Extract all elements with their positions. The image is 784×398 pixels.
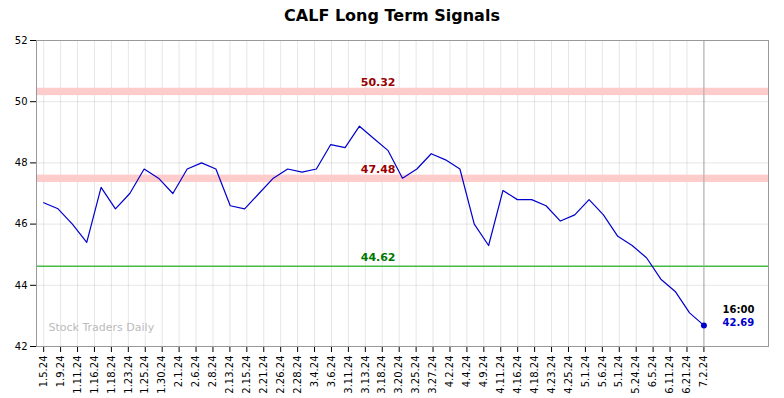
svg-text:6.21.24: 6.21.24 [681,356,692,394]
svg-text:44: 44 [15,280,28,291]
svg-text:42.69: 42.69 [723,317,755,328]
svg-text:5.6.24: 5.6.24 [597,356,608,388]
svg-text:4.9.24: 4.9.24 [478,356,489,388]
svg-text:4.2.24: 4.2.24 [444,356,455,388]
svg-text:50.32: 50.32 [361,76,396,89]
html-text:CALF Long Term Signals: CALF Long Term Signals [284,6,500,25]
svg-text:6.11.24: 6.11.24 [664,356,675,394]
svg-text:3.6.24: 3.6.24 [326,356,337,388]
svg-text:3.4.24: 3.4.24 [309,356,320,388]
svg-text:1.16.24: 1.16.24 [89,356,100,394]
svg-text:4.18.24: 4.18.24 [529,356,540,394]
svg-text:4.23.24: 4.23.24 [546,356,557,394]
svg-text:2.26.24: 2.26.24 [275,356,286,394]
svg-text:3.18.24: 3.18.24 [376,356,387,394]
svg-text:47.48: 47.48 [361,163,396,176]
svg-text:5.1.24: 5.1.24 [580,356,591,388]
svg-text:3.20.24: 3.20.24 [393,356,404,394]
svg-text:2.8.24: 2.8.24 [207,356,218,388]
svg-text:3.11.24: 3.11.24 [343,356,354,394]
svg-text:2.15.24: 2.15.24 [241,356,252,394]
svg-text:1.5.24: 1.5.24 [38,356,49,388]
svg-text:4.16.24: 4.16.24 [512,356,523,394]
svg-text:5.24.24: 5.24.24 [630,356,641,394]
svg-text:Stock Traders Daily: Stock Traders Daily [49,321,155,334]
svg-text:42: 42 [15,341,28,352]
svg-text:1.11.24: 1.11.24 [72,356,83,394]
svg-text:4.4.24: 4.4.24 [461,356,472,388]
svg-text:5.1.24: 5.1.24 [613,356,624,388]
svg-text:2.21.24: 2.21.24 [258,356,269,394]
svg-text:4.11.24: 4.11.24 [495,356,506,394]
svg-text:48: 48 [15,157,28,168]
svg-text:46: 46 [15,218,28,229]
svg-text:3.13.24: 3.13.24 [360,356,371,394]
svg-text:1.30.24: 1.30.24 [156,356,167,394]
svg-text:16:00: 16:00 [723,304,755,315]
svg-text:6.5.24: 6.5.24 [647,356,658,388]
svg-text:2.28.24: 2.28.24 [292,356,303,394]
svg-text:52: 52 [15,35,28,46]
svg-text:4.25.24: 4.25.24 [563,356,574,394]
svg-text:1.25.24: 1.25.24 [139,356,150,394]
svg-text:2.13.24: 2.13.24 [224,356,235,394]
svg-text:3.25.24: 3.25.24 [410,356,421,394]
svg-text:2.6.24: 2.6.24 [190,356,201,388]
svg-text:2.1.24: 2.1.24 [173,356,184,388]
svg-text:7.2.24: 7.2.24 [698,356,709,388]
svg-text:44.62: 44.62 [361,251,396,264]
svg-text:1.23.24: 1.23.24 [123,356,134,394]
svg-text:3.27.24: 3.27.24 [427,356,438,394]
svg-text:1.18.24: 1.18.24 [106,356,117,394]
svg-text:1.9.24: 1.9.24 [55,356,66,388]
svg-text:50: 50 [15,96,28,107]
